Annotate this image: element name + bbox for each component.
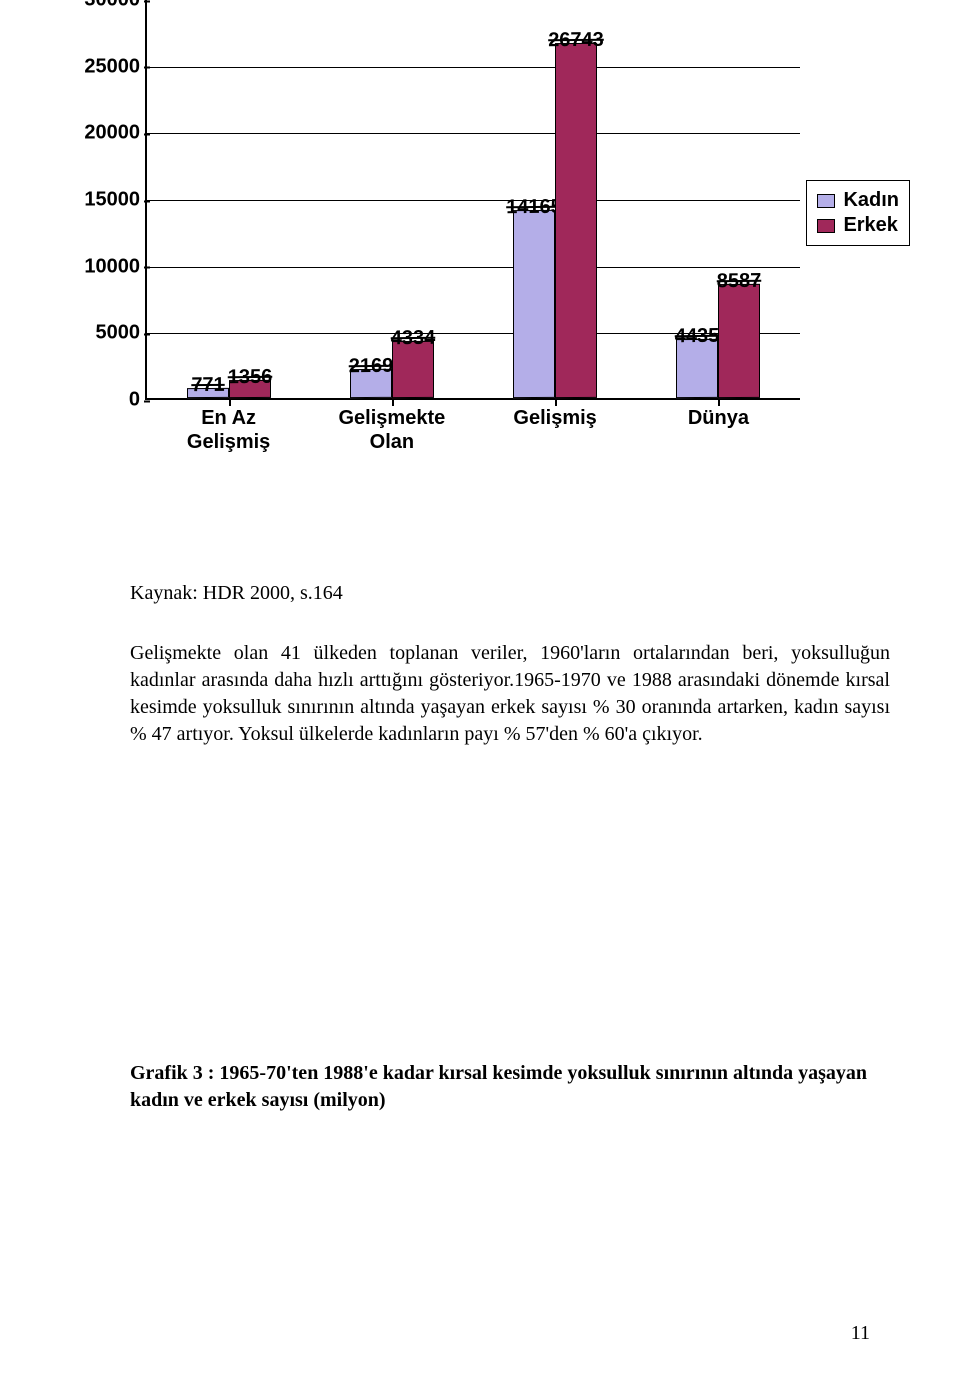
x-axis-label: En AzGelişmiş [147, 406, 310, 454]
bar: 8587 [718, 284, 760, 398]
x-axis-label: Dünya [637, 406, 800, 430]
bar-value-label: 14165 [506, 196, 562, 219]
income-chart: 300002500020000150001000050000 En AzGeli… [60, 0, 800, 400]
y-tick-label: 25000 [60, 55, 140, 78]
category-group: Gelişmiş1416526743 [474, 0, 637, 398]
y-tick-label: 30000 [60, 0, 140, 12]
body-paragraph: Gelişmekte olan 41 ülkeden toplanan veri… [130, 640, 890, 748]
bar: 4334 [392, 340, 434, 398]
legend-label: Erkek [843, 214, 898, 237]
bar-value-label: 26743 [548, 29, 604, 52]
page-number: 11 [851, 1322, 870, 1345]
bar: 2169 [350, 369, 392, 398]
y-tick-label: 0 [60, 389, 140, 412]
bar: 4435 [676, 339, 718, 398]
y-tick-label: 5000 [60, 322, 140, 345]
y-tick-label: 20000 [60, 122, 140, 145]
figure-caption: Grafik 3 : 1965-70'ten 1988'e kadar kırs… [130, 1060, 890, 1114]
y-axis: 300002500020000150001000050000 [60, 0, 145, 400]
category-group: En AzGelişmiş7711356 [147, 0, 310, 398]
bar-value-label: 771 [191, 374, 224, 397]
category-group: GelişmekteOlan21694334 [310, 0, 473, 398]
bar-value-label: 1356 [227, 366, 272, 389]
bar: 771 [187, 388, 229, 399]
x-axis-label: Gelişmiş [474, 406, 637, 430]
legend-label: Kadın [843, 189, 899, 212]
bar-value-label: 2169 [349, 355, 394, 378]
legend-item: Kadın [817, 189, 899, 212]
category-group: Dünya44358587 [637, 0, 800, 398]
bar-value-label: 4334 [391, 326, 436, 349]
legend-item: Erkek [817, 214, 899, 237]
bar-value-label: 4435 [675, 325, 720, 348]
y-tick-label: 15000 [60, 189, 140, 212]
bar: 14165 [513, 210, 555, 398]
legend-swatch [817, 219, 835, 233]
chart-legend: KadınErkek [806, 180, 910, 246]
chart-source: Kaynak: HDR 2000, s.164 [130, 580, 890, 607]
y-tick-label: 10000 [60, 255, 140, 278]
plot-area: En AzGelişmiş7711356GelişmekteOlan216943… [145, 0, 800, 400]
bar: 1356 [229, 380, 271, 398]
legend-swatch [817, 194, 835, 208]
bar-value-label: 8587 [717, 270, 762, 293]
x-axis-label: GelişmekteOlan [310, 406, 473, 454]
bar: 26743 [555, 43, 597, 398]
